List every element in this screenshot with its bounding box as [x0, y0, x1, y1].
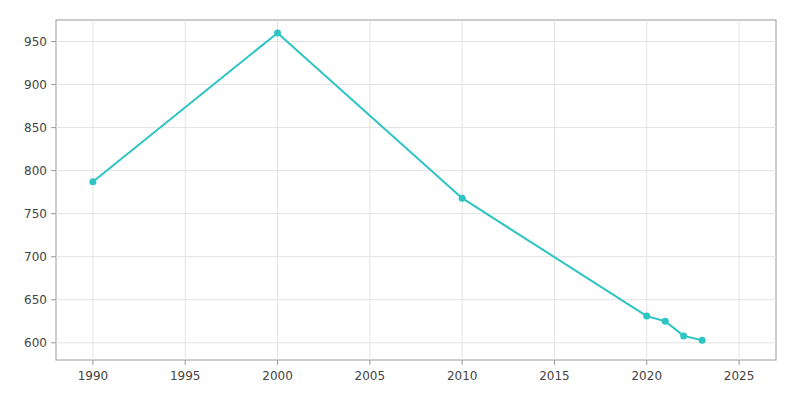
y-tick-label: 600 [24, 336, 47, 350]
x-tick-label: 1995 [170, 369, 201, 383]
point [680, 332, 687, 339]
y-tick [51, 256, 56, 257]
x-tick [646, 360, 647, 365]
x-tick [554, 360, 555, 365]
x-tick [369, 360, 370, 365]
x-grid-line [277, 20, 278, 360]
x-tick-label: 2025 [724, 369, 755, 383]
y-tick-label: 800 [24, 164, 47, 178]
x-tick [92, 360, 93, 365]
x-grid-line [92, 20, 93, 360]
plot-frame [56, 20, 776, 360]
point [459, 195, 466, 202]
y-grid-line [56, 84, 776, 85]
point [89, 178, 96, 185]
y-tick-label: 900 [24, 78, 47, 92]
y-grid-line [56, 41, 776, 42]
x-tick [462, 360, 463, 365]
y-tick-label: 700 [24, 250, 47, 264]
point [662, 318, 669, 325]
y-tick [51, 84, 56, 85]
x-grid-line [646, 20, 647, 360]
y-grid-line [56, 170, 776, 171]
y-grid-line [56, 299, 776, 300]
y-tick [51, 299, 56, 300]
x-grid-line [185, 20, 186, 360]
axes: 1990 1995 2000 2005 2010 2015 2020 2025 600 650 70… [24, 35, 754, 383]
data-layer [89, 29, 705, 343]
y-tick [51, 127, 56, 128]
x-tick-label: 1990 [78, 369, 109, 383]
point [699, 337, 706, 344]
y-tick [51, 170, 56, 171]
y-tick-label: 850 [24, 121, 47, 135]
line [93, 33, 702, 340]
chart-svg: 1990 1995 2000 2005 2010 2015 2020 2025 600 650 70… [0, 0, 800, 400]
x-tick [739, 360, 740, 365]
y-grid-line [56, 213, 776, 214]
x-tick [185, 360, 186, 365]
y-tick-label: 750 [24, 207, 47, 221]
x-grid-line [369, 20, 370, 360]
grid [56, 20, 776, 360]
y-grid-line [56, 342, 776, 343]
x-tick-label: 2000 [262, 369, 293, 383]
y-grid-line [56, 256, 776, 257]
y-grid-line [56, 127, 776, 128]
x-grid-line [554, 20, 555, 360]
x-tick-label: 2005 [355, 369, 386, 383]
x-grid-line [739, 20, 740, 360]
x-tick-label: 2020 [631, 369, 662, 383]
point [643, 313, 650, 320]
x-grid-line [462, 20, 463, 360]
y-tick-label: 950 [24, 35, 47, 49]
chart-container: 1990 1995 2000 2005 2010 2015 2020 2025 600 650 70… [0, 0, 800, 400]
x-tick-label: 2015 [539, 369, 570, 383]
x-tick-label: 2010 [447, 369, 478, 383]
x-tick [277, 360, 278, 365]
y-tick [51, 41, 56, 42]
point [274, 29, 281, 36]
y-tick-label: 650 [24, 293, 47, 307]
y-tick [51, 213, 56, 214]
y-tick [51, 342, 56, 343]
